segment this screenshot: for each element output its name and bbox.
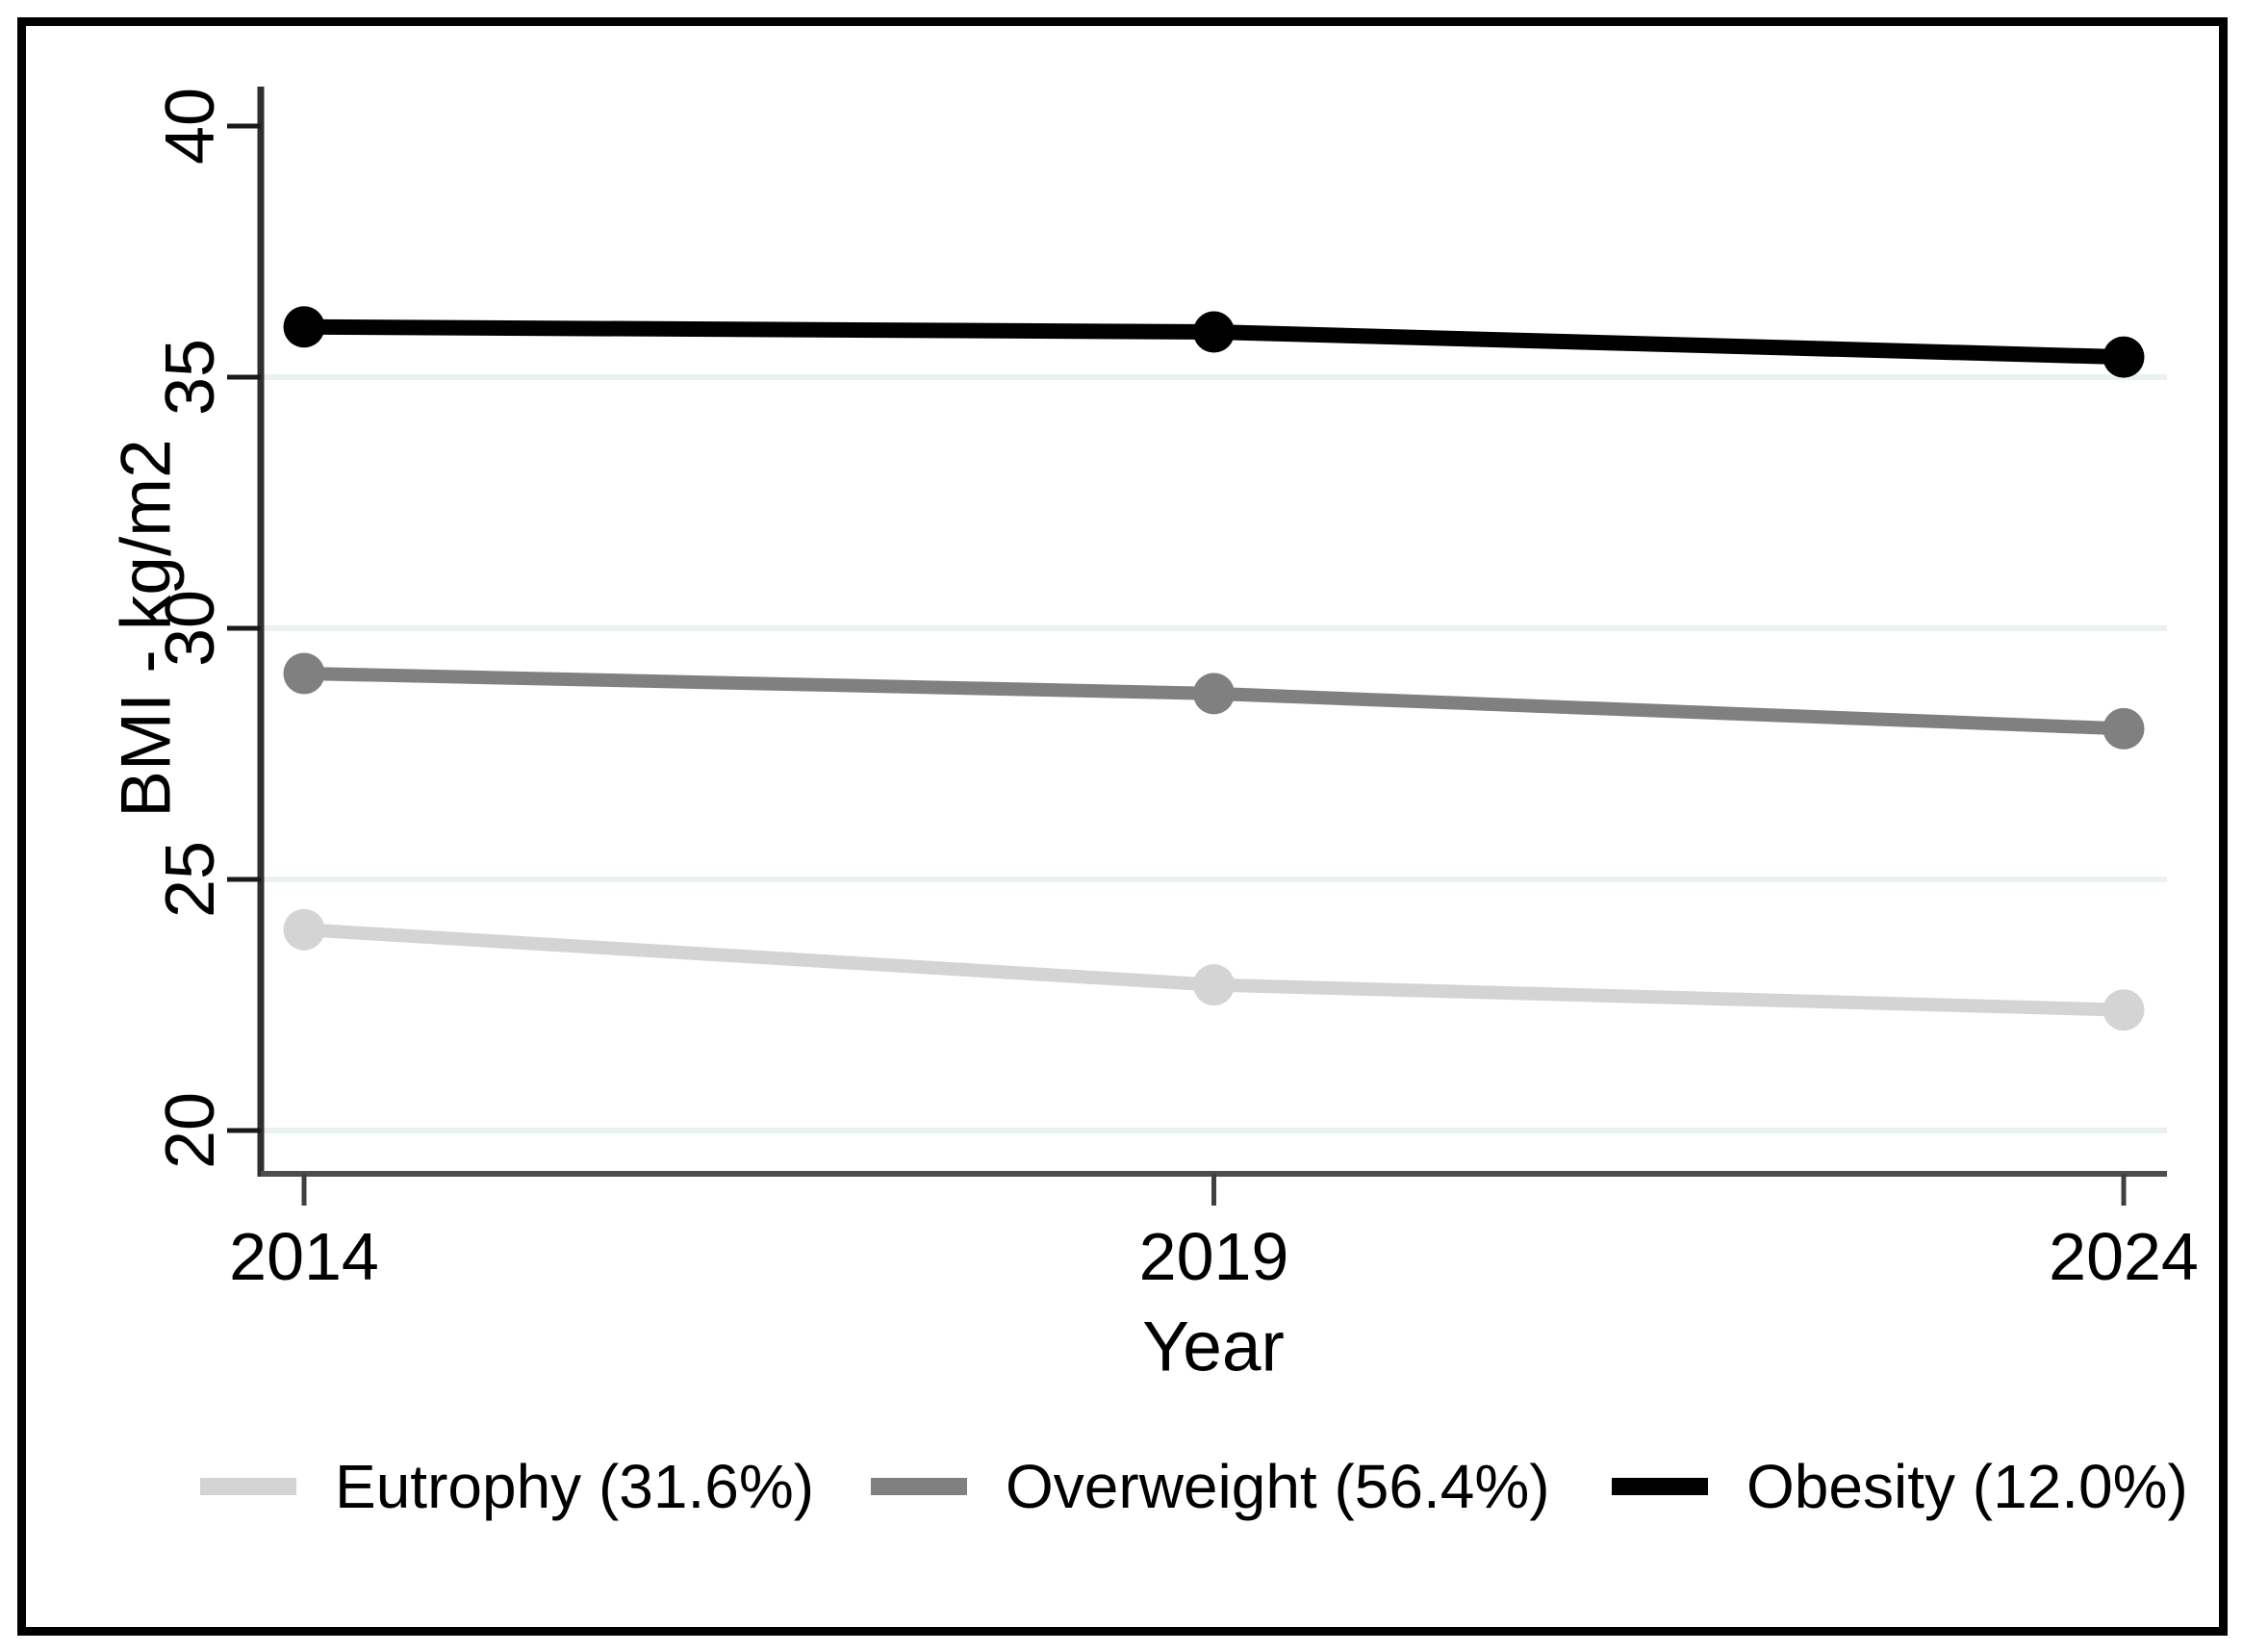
data-point-obesity-2019	[1193, 311, 1235, 353]
y-tick-label-20: 20	[152, 1091, 229, 1170]
legend-label: Overweight (56.4%)	[1006, 1452, 1550, 1521]
legend-item-overweight: Overweight (56.4%)	[871, 1456, 1550, 1517]
data-point-obesity-2014	[283, 306, 325, 348]
x-tick-label-2024: 2024	[2049, 1219, 2199, 1294]
y-tick-label-35: 35	[152, 338, 229, 417]
y-tick-label-40: 40	[152, 87, 229, 165]
data-point-overweight-2019	[1193, 673, 1235, 715]
legend-label: Obesity (12.0%)	[1746, 1452, 2188, 1521]
x-axis-title: Year	[1142, 1308, 1285, 1386]
legend-item-eutrophy: Eutrophy (31.6%)	[200, 1456, 814, 1517]
x-tick-label-2019: 2019	[1138, 1219, 1289, 1294]
legend-label: Eutrophy (31.6%)	[335, 1452, 815, 1521]
x-tick-label-2014: 2014	[229, 1219, 379, 1294]
legend-item-obesity: Obesity (12.0%)	[1612, 1456, 2188, 1517]
y-tick-label-25: 25	[152, 840, 229, 919]
legend-swatch-obesity	[1612, 1478, 1708, 1495]
legend-swatch-overweight	[871, 1478, 967, 1495]
data-point-eutrophy-2014	[283, 908, 325, 951]
legend-swatch-eutrophy	[200, 1478, 296, 1495]
y-tick-label-30: 30	[152, 589, 229, 668]
data-point-overweight-2024	[2103, 707, 2145, 750]
data-point-obesity-2024	[2103, 336, 2145, 378]
data-point-overweight-2014	[283, 652, 325, 695]
data-point-eutrophy-2024	[2103, 989, 2145, 1031]
data-point-eutrophy-2019	[1193, 964, 1235, 1006]
